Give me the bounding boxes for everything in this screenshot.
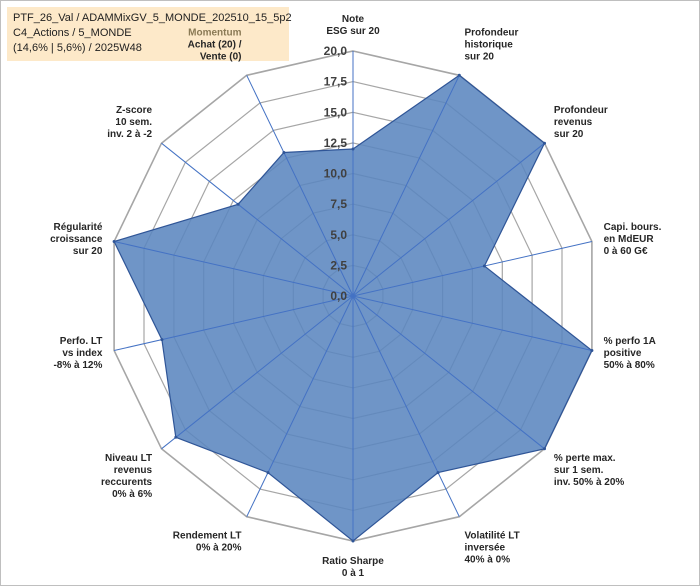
tick-label-5: 12,5: [324, 136, 348, 150]
axis-spoke-11: [113, 241, 354, 297]
title-line-1: PTF_26_Val / ADAMMixGV_5_MONDE_202510_15…: [13, 12, 292, 24]
data-point-2: [543, 141, 546, 145]
data-point-4: [590, 349, 594, 352]
data-point-5: [543, 447, 546, 451]
axis-spoke-8: [246, 295, 354, 517]
axis-label-4: % perfo 1A positive 50% à 80%: [604, 336, 656, 371]
axis-spoke-3: [352, 241, 593, 297]
axis-spoke-13: [246, 75, 354, 297]
data-point-7: [351, 539, 355, 543]
title-line-2: C4_Actions / 5_MONDE: [13, 27, 132, 39]
data-point-13: [282, 151, 286, 154]
tick-label-0: 0,0: [330, 289, 347, 303]
axis-label-13: Momentum Achat (20) / Vente (0): [188, 28, 242, 63]
tick-label-7: 17,5: [324, 75, 348, 89]
title-line-3: (14,6% | 5,6%) / 2025W48: [13, 42, 142, 54]
tick-label-2: 5,0: [330, 228, 347, 242]
data-point-10: [160, 338, 164, 342]
axis-spoke-1: [352, 75, 460, 297]
axis-label-7: Ratio Sharpe 0 à 1: [322, 556, 384, 579]
axis-label-11: Régularité croissance sur 20: [50, 222, 103, 257]
tick-label-3: 7,5: [330, 197, 347, 211]
axis-label-6: Volatilité LT inversée 40% à 0%: [465, 531, 520, 566]
data-point-1: [457, 73, 461, 77]
data-point-0: [351, 147, 355, 151]
data-point-8: [266, 471, 270, 475]
axis-spoke-4: [352, 295, 593, 351]
chart-title-box: PTF_26_Val / ADAMMixGV_5_MONDE_202510_15…: [7, 7, 292, 61]
axis-spoke-9: [161, 295, 354, 450]
tick-label-4: 10,0: [324, 167, 348, 181]
axis-label-3: Capi. bours. en MdEUR 0 à 60 G€: [604, 222, 662, 257]
axis-spoke-10: [113, 295, 354, 351]
axis-label-0: Note ESG sur 20: [326, 14, 380, 37]
data-point-12: [236, 202, 240, 206]
tick-label-6: 15,0: [324, 105, 348, 119]
axis-label-12: Z-score 10 sem. inv. 2 à -2: [107, 105, 152, 140]
axis-label-10: Perfo. LT vs index -8% à 12%: [53, 336, 102, 371]
data-point-3: [482, 264, 486, 268]
axis-label-5: % perte max. sur 1 sem. inv. 50% à 20%: [554, 453, 625, 488]
axis-label-9: Niveau LT revenus reccurents 0% à 6%: [101, 453, 153, 500]
axis-spoke-5: [352, 295, 545, 450]
axis-spoke-6: [352, 295, 460, 517]
tick-label-1: 2,5: [330, 258, 347, 272]
tick-label-8: 20,0: [324, 44, 348, 58]
axis-spoke-12: [161, 142, 354, 297]
data-point-9: [174, 435, 178, 439]
data-point-6: [436, 471, 440, 475]
data-point-11: [112, 240, 116, 243]
axis-label-8: Rendement LT 0% à 20%: [173, 531, 242, 554]
axis-label-1: Profondeur historique sur 20: [465, 28, 519, 63]
axis-spoke-2: [352, 142, 545, 297]
axis-label-2: Profondeur revenus sur 20: [554, 105, 608, 140]
